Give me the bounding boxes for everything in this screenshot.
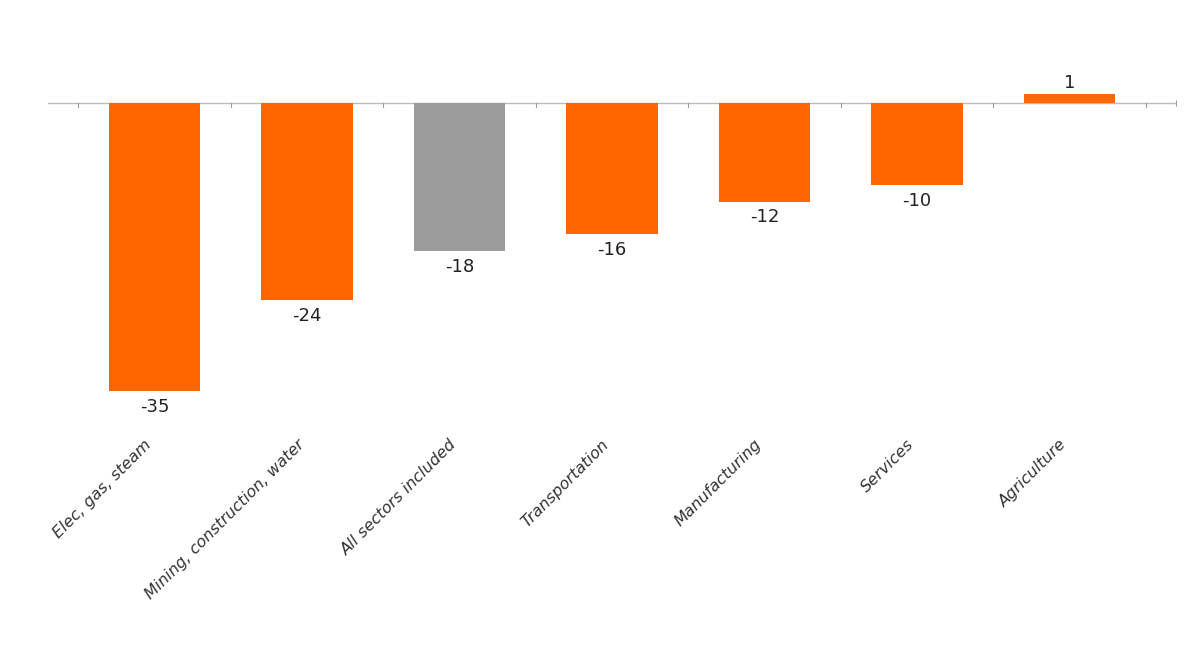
Text: 1: 1 (1063, 74, 1075, 92)
Bar (262, 102, 353, 301)
Bar (566, 102, 658, 235)
Bar (719, 102, 810, 201)
Bar (414, 102, 505, 251)
Text: -18: -18 (445, 257, 474, 275)
Text: -24: -24 (293, 307, 322, 325)
Text: -12: -12 (750, 208, 779, 226)
Bar (1024, 94, 1115, 102)
Bar (871, 102, 962, 185)
Text: -35: -35 (140, 398, 169, 416)
Text: -16: -16 (598, 241, 626, 259)
Bar (109, 102, 200, 391)
Text: -10: -10 (902, 192, 931, 209)
